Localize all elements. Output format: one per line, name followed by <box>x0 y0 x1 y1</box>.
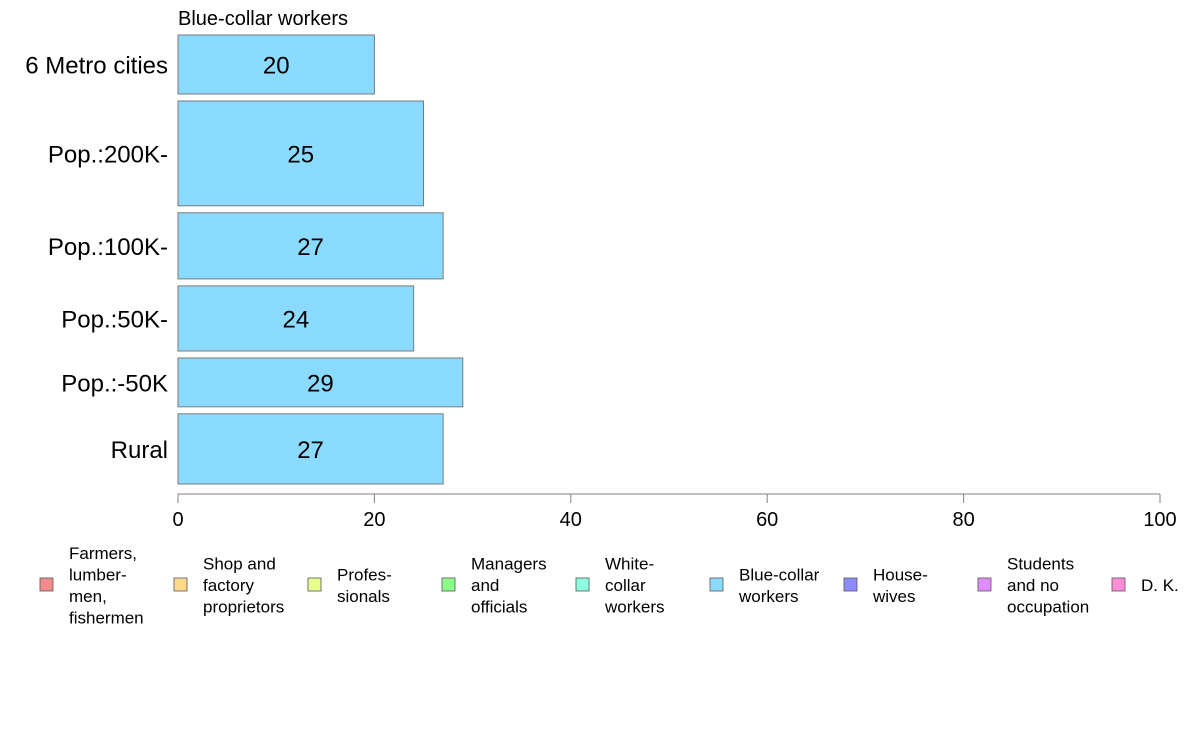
category-label: Pop.:-50K <box>61 370 168 397</box>
x-tick-label: 60 <box>756 509 778 531</box>
category-label: Pop.:100K- <box>48 234 168 261</box>
bar <box>177 285 415 352</box>
bar <box>177 357 464 408</box>
x-tick-label: 100 <box>1143 509 1176 531</box>
legend-label: Profes- <box>337 565 392 584</box>
legend-label: Managers <box>471 555 547 574</box>
legend-label: proprietors <box>203 598 284 617</box>
legend-item: Managers and officials <box>441 555 547 617</box>
x-axis: 0 20 40 60 80 100 <box>172 493 1177 531</box>
bar-value-label: 25 <box>287 141 314 168</box>
legend-label: White- <box>605 555 654 574</box>
category-label: Pop.:50K- <box>61 306 168 333</box>
legend-label: men, <box>69 587 107 606</box>
legend-label: collar <box>605 576 646 595</box>
legend-item: D. K. <box>1111 576 1179 595</box>
bar-value-label: 27 <box>297 437 324 464</box>
legend-label: occupation <box>1007 598 1089 617</box>
legend-label: sionals <box>337 587 390 606</box>
x-tick-label: 80 <box>952 509 974 531</box>
legend-item: Farmers, lumber-men, fishermen <box>39 544 144 627</box>
legend-item: Profes-sionals <box>307 565 392 606</box>
bar-value-label: 29 <box>307 370 334 397</box>
legend-swatch <box>39 577 54 592</box>
legend-swatch <box>173 577 188 592</box>
legend-label: Shop and <box>203 555 276 574</box>
legend-label: fishermen <box>69 608 144 627</box>
bars-layer: 20 6 Metro cities 25 Pop.:200K- 27 Pop.:100K-… <box>25 34 464 485</box>
bar <box>177 413 444 485</box>
legend-item: Students and no occupation <box>977 555 1089 617</box>
legend: Farmers, lumber-men, fishermen Shop and fact… <box>39 544 1179 627</box>
legend-label: officials <box>471 598 527 617</box>
legend-item: Shop and factory proprietors <box>173 555 284 617</box>
legend-label: Students <box>1007 555 1074 574</box>
legend-label: and no <box>1007 576 1059 595</box>
legend-label: Farmers, <box>69 544 137 563</box>
bar <box>177 34 375 95</box>
x-tick-label: 20 <box>363 509 385 531</box>
bar-value-label: 27 <box>297 234 324 261</box>
legend-swatch <box>977 577 992 592</box>
legend-item: House-wives <box>843 565 928 606</box>
legend-label: workers <box>604 598 665 617</box>
bar-value-label: 24 <box>282 306 309 333</box>
legend-label: and <box>471 576 499 595</box>
x-tick-label: 40 <box>560 509 582 531</box>
x-tick-label: 0 <box>172 509 183 531</box>
legend-label: D. K. <box>1141 576 1179 595</box>
legend-label: factory <box>203 576 255 595</box>
legend-label: lumber- <box>69 565 127 584</box>
category-label: 6 Metro cities <box>25 52 168 79</box>
legend-swatch <box>575 577 590 592</box>
legend-swatch <box>307 577 322 592</box>
bar <box>177 212 444 280</box>
category-label: Rural <box>111 437 168 464</box>
legend-swatch <box>843 577 858 592</box>
legend-swatch <box>709 577 724 592</box>
bar <box>177 100 424 207</box>
legend-label: Blue-collar <box>739 565 820 584</box>
bar-value-label: 20 <box>263 52 290 79</box>
legend-label: House- <box>873 565 928 584</box>
legend-label: wives <box>872 587 916 606</box>
category-label: Pop.:200K- <box>48 141 168 168</box>
legend-swatch <box>1111 577 1126 592</box>
legend-label: workers <box>738 587 799 606</box>
chart-title: Blue-collar workers <box>178 8 348 30</box>
legend-item: Blue-collar workers <box>709 565 820 606</box>
legend-item: White-collar workers <box>575 555 665 617</box>
legend-swatch <box>441 577 456 592</box>
